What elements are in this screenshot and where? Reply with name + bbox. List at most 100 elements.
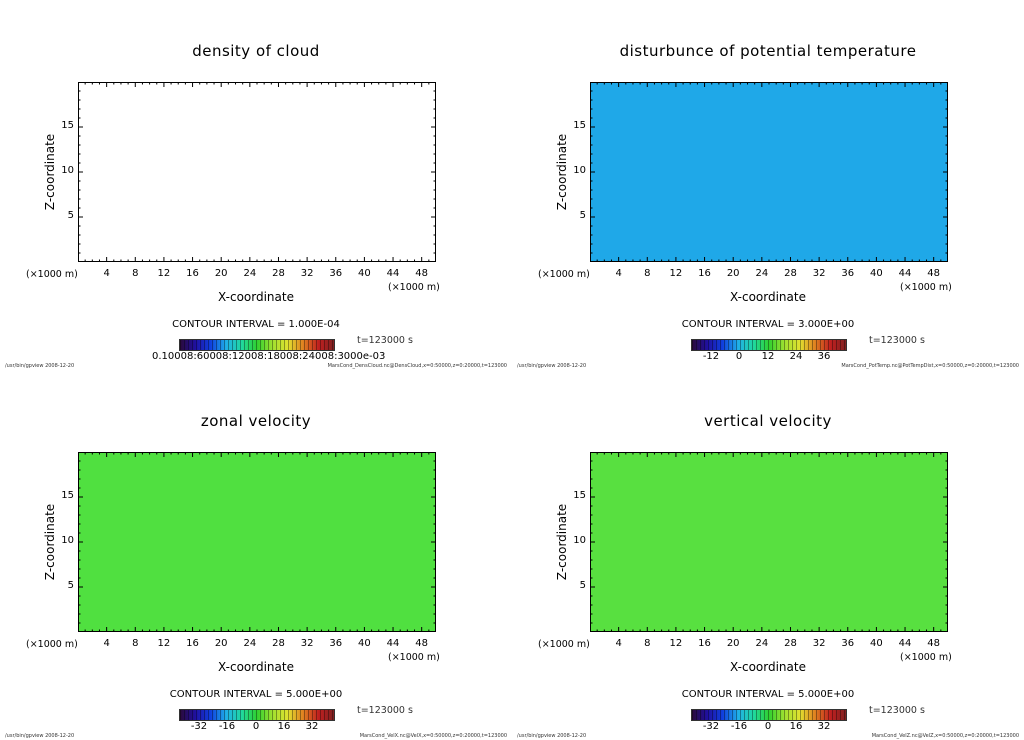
y-tick-label: 15	[61, 490, 74, 501]
colorbar	[179, 709, 335, 721]
x-tick-label: 8	[644, 268, 651, 279]
x-tick-label: 32	[812, 268, 826, 279]
x-axis-label: X-coordinate	[218, 660, 294, 674]
z-unit-label: (×1000 m)	[538, 269, 590, 280]
x-tick-label: 16	[186, 638, 199, 649]
y-tick-label: 10	[61, 535, 74, 546]
x-tick-label: 48	[415, 638, 429, 649]
x-tick-label: 48	[415, 268, 429, 279]
x-tick-label: 4	[103, 268, 110, 279]
x-tick-label: 4	[615, 268, 622, 279]
z-unit-label: (×1000 m)	[26, 639, 78, 650]
chart-panel: vertical velocity 0.00 0.00 0.00 0.00 0.…	[512, 370, 1024, 740]
colorbar-tick-labels: 0.10008:60008:12008:18008:24008:3000e-03	[152, 351, 386, 362]
time-label: t=123000 s	[357, 705, 413, 716]
x-tick-label: 48	[927, 268, 941, 279]
x-tick-label: 28	[784, 268, 797, 279]
plot-area: 0.00 0.00 0.00 0.00 0.00 481216202428323…	[573, 452, 948, 649]
x-tick-label: 12	[157, 638, 171, 649]
footer-source: MarsCond_VelZ.nc@VelZ,x=0:50000,z=0:2000…	[871, 733, 1019, 739]
y-axis-label: Z-coordinate	[43, 133, 57, 211]
y-tick-label: 15	[61, 120, 74, 131]
x-tick-label: 8	[644, 638, 651, 649]
footer-program: /usr/bin/gpview 2008-12-20	[5, 733, 75, 739]
y-axis-label: Z-coordinate	[43, 503, 57, 581]
x-tick-label: 4	[615, 638, 622, 649]
colorbar-tick-label: 12	[761, 351, 775, 362]
x-tick-label: 28	[784, 638, 797, 649]
y-tick-label: 15	[573, 490, 586, 501]
colorbar-tick-label: 16	[277, 721, 291, 732]
x-tick-label: 36	[329, 268, 343, 279]
contour-interval: CONTOUR INTERVAL = 1.000E-04	[172, 319, 340, 330]
contour-field: 0.00 0.00 0.00 0.00 0.00	[590, 452, 948, 632]
y-tick-label: 10	[61, 165, 74, 176]
x-tick-label: 20	[214, 638, 228, 649]
x-tick-label: 40	[870, 268, 883, 279]
colorbar	[691, 339, 847, 351]
colorbar-tick-label: -16	[218, 721, 236, 732]
colorbar-tick-label: 16	[789, 721, 803, 732]
plot-area: 0.00 0.00 0.00 0.00 0.00 0.00 4812162024…	[61, 452, 436, 649]
contour-field	[78, 82, 436, 262]
x-tick-label: 44	[386, 268, 400, 279]
x-tick-label: 32	[812, 638, 826, 649]
x-unit-label: (×1000 m)	[900, 282, 952, 293]
x-tick-label: 32	[300, 268, 314, 279]
y-axis-label: Z-coordinate	[555, 503, 569, 581]
footer-program: /usr/bin/gpview 2008-12-20	[5, 363, 75, 369]
chart-title: density of cloud	[192, 42, 320, 60]
footer-program: /usr/bin/gpview 2008-12-20	[517, 363, 587, 369]
z-unit-label: (×1000 m)	[538, 639, 590, 650]
colorbar-tick-label: 24	[789, 351, 803, 362]
x-tick-label: 44	[386, 638, 400, 649]
time-label: t=123000 s	[357, 335, 413, 346]
colorbar	[691, 709, 847, 721]
y-tick-label: 5	[579, 210, 586, 221]
plot-area: 4 8 12 16 20 24 28 32 36 40 44 48 5 10 15	[61, 82, 436, 279]
colorbar-tick-label: 32	[305, 721, 319, 732]
colorbar-tick-label: -32	[702, 721, 720, 732]
x-tick-label: 44	[898, 638, 912, 649]
x-axis-label: X-coordinate	[730, 290, 806, 304]
x-tick-label: 12	[157, 268, 171, 279]
x-tick-label: 4	[103, 638, 110, 649]
y-axis-label: Z-coordinate	[555, 133, 569, 211]
x-tick-label: 20	[726, 638, 740, 649]
colorbar	[179, 339, 335, 351]
x-tick-label: 24	[243, 268, 257, 279]
colorbar-tick-label: 32	[817, 721, 831, 732]
x-tick-label: 12	[669, 638, 683, 649]
z-unit-label: (×1000 m)	[26, 269, 78, 280]
x-tick-label: 8	[132, 638, 139, 649]
footer-source: MarsCond_PotTemp.nc@PotTempDist,x=0:5000…	[841, 363, 1019, 369]
chart-panel: density of cloud 4 8 12 16 20 24 28 32 36 40 44 48 5…	[0, 0, 512, 370]
colorbar-tick-label: 0	[735, 351, 743, 362]
x-tick-label: 20	[726, 268, 740, 279]
y-tick-label: 15	[573, 120, 586, 131]
x-unit-label: (×1000 m)	[388, 652, 440, 663]
chart-title: zonal velocity	[200, 412, 312, 430]
contour-interval: CONTOUR INTERVAL = 3.000E+00	[681, 319, 855, 330]
x-unit-label: (×1000 m)	[900, 652, 952, 663]
footer-source: MarsCond_VelX.nc@VelX,x=0:50000,z=0:2000…	[359, 733, 507, 739]
x-axis-label: X-coordinate	[730, 660, 806, 674]
x-tick-label: 16	[186, 268, 199, 279]
x-tick-label: 36	[329, 638, 343, 649]
x-tick-label: 16	[698, 638, 711, 649]
y-tick-label: 5	[67, 210, 74, 221]
footer-program: /usr/bin/gpview 2008-12-20	[517, 733, 587, 739]
x-tick-label: 44	[898, 268, 912, 279]
time-label: t=123000 s	[869, 335, 925, 346]
x-tick-label: 16	[698, 268, 711, 279]
contour-interval: CONTOUR INTERVAL = 5.000E+00	[169, 689, 343, 700]
x-tick-label: 12	[669, 268, 683, 279]
chart-title: vertical velocity	[704, 412, 832, 430]
x-tick-label: 40	[358, 268, 371, 279]
contour-interval: CONTOUR INTERVAL = 5.000E+00	[681, 689, 855, 700]
colorbar-tick-label: -12	[702, 351, 720, 362]
x-tick-label: 28	[272, 268, 285, 279]
colorbar-tick-label: 0	[764, 721, 772, 732]
plot-area: 0.00 -6.00 0.00 0.00 6.00 12.0 481216202…	[573, 82, 948, 279]
colorbar-tick-label: -32	[190, 721, 208, 732]
